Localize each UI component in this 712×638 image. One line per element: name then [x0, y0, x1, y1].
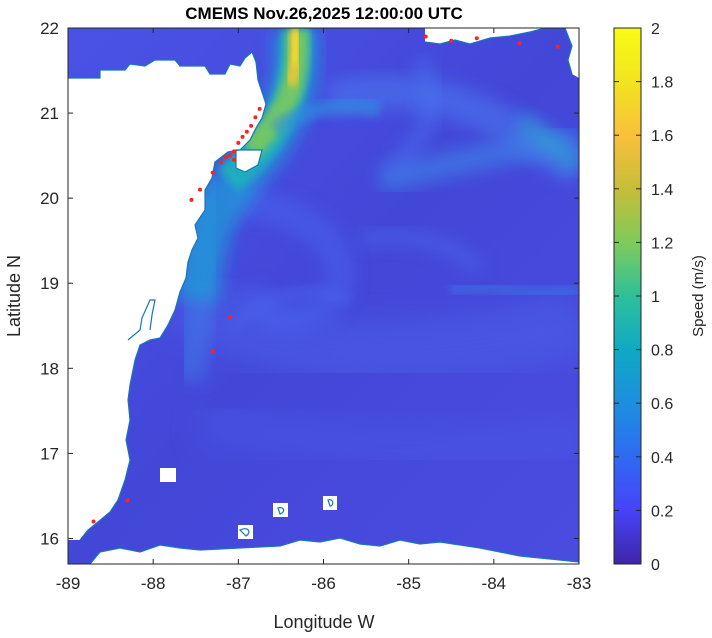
coastline [68, 28, 579, 564]
x-tick-label: -85 [396, 574, 421, 593]
colorbar-tick-label: 0.4 [651, 450, 673, 467]
colorbar-tick-label: 0.2 [651, 503, 673, 520]
red-marker [210, 349, 215, 354]
red-marker [219, 160, 224, 165]
red-marker [227, 315, 232, 320]
red-marker [223, 155, 228, 160]
red-marker [249, 123, 254, 128]
x-axis-label: Longitude W [273, 612, 374, 632]
colorbar-tick-label: 1 [651, 289, 660, 306]
red-marker [474, 36, 479, 41]
red-marker [91, 519, 96, 524]
y-tick-label: 18 [40, 359, 59, 378]
honduras-coast [90, 538, 579, 564]
colorbar-tick-label: 1.6 [651, 128, 673, 145]
x-tick-label: -88 [141, 574, 166, 593]
x-tick-label: -87 [226, 574, 251, 593]
yucatan-peninsula [68, 28, 266, 540]
red-marker [198, 187, 203, 192]
colorbar-tick-label: 0.6 [651, 396, 673, 413]
red-marker [449, 38, 454, 43]
x-axis: -89 -88 -87 -86 -85 -84 -83 [56, 28, 592, 593]
red-marker [423, 34, 428, 39]
red-marker [210, 170, 215, 175]
y-tick-label: 16 [40, 529, 59, 548]
x-tick-label: -86 [311, 574, 336, 593]
colorbar-tick-label: 0.8 [651, 343, 673, 360]
colorbar: 0 0.2 0.4 0.6 0.8 1 1.2 1.4 1.6 1.8 2 Speed (m/s) [613, 21, 707, 574]
red-marker [244, 129, 249, 134]
chart-title: CMEMS Nov.26,2025 12:00:00 UTC [185, 4, 462, 23]
red-marker [236, 140, 241, 145]
red-marker [227, 153, 232, 158]
y-axis-label: Latitude N [4, 255, 24, 337]
colorbar-tick-label: 0 [651, 557, 660, 574]
island-3 [323, 496, 337, 510]
red-marker [253, 115, 258, 120]
island-2 [273, 503, 288, 517]
y-tick-label: 20 [40, 189, 59, 208]
colorbar-tick-label: 1.8 [651, 75, 673, 92]
x-tick-label: -83 [567, 574, 592, 593]
red-marker [257, 106, 262, 111]
island-4 [238, 525, 253, 539]
y-axis: 16 17 18 19 20 21 22 [40, 19, 579, 548]
colorbar-tick-label: 1.2 [651, 235, 673, 252]
red-marker [125, 498, 130, 503]
red-markers [91, 34, 560, 524]
x-tick-label: -89 [56, 574, 81, 593]
red-marker [189, 197, 194, 202]
y-tick-label: 17 [40, 444, 59, 463]
y-tick-label: 22 [40, 19, 59, 38]
red-marker [240, 134, 245, 139]
red-marker [517, 41, 522, 46]
colorbar-ticks: 0 0.2 0.4 0.6 0.8 1 1.2 1.4 1.6 1.8 2 [614, 21, 673, 574]
map-plot-area [68, 28, 579, 564]
cozumel-area [236, 150, 262, 172]
y-tick-label: 19 [40, 274, 59, 293]
y-tick-label: 21 [40, 104, 59, 123]
colorbar-tick-label: 2 [651, 21, 660, 38]
red-marker [232, 157, 237, 162]
colorbar-tick-label: 1.4 [651, 182, 673, 199]
coast-peninsula [128, 300, 155, 340]
isla-de-la-juventud [565, 28, 579, 78]
red-marker [555, 44, 560, 49]
x-tick-label: -84 [482, 574, 507, 593]
red-marker [232, 149, 237, 154]
island-1 [160, 468, 176, 482]
colorbar-label: Speed (m/s) [690, 255, 707, 337]
